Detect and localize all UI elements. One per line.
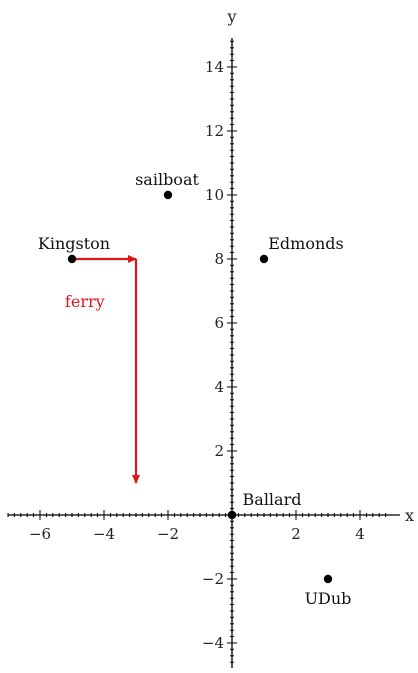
- y-tick-label: 6: [214, 314, 224, 332]
- y-tick-label: 8: [214, 250, 224, 268]
- point-marker: [227, 510, 237, 520]
- y-tick-label: −4: [202, 634, 224, 652]
- x-tick-label: 4: [355, 525, 365, 543]
- y-axis-label: y: [226, 7, 236, 26]
- x-tick-label: −2: [157, 525, 179, 543]
- y-tick-label: 14: [205, 58, 224, 76]
- point-label: Edmonds: [268, 234, 343, 253]
- y-tick-label: −2: [202, 570, 224, 588]
- point-marker: [259, 254, 269, 264]
- ferry-route: [72, 255, 140, 484]
- y-tick-label: 10: [205, 186, 224, 204]
- point-label: sailboat: [135, 170, 199, 189]
- y-tick-label: 2: [214, 442, 224, 460]
- point-marker: [323, 574, 333, 584]
- point-label: UDub: [305, 589, 352, 608]
- point-marker: [67, 254, 77, 264]
- ferry-label: ferry: [65, 292, 105, 311]
- x-tick-label: −6: [29, 525, 51, 543]
- x-axis-label: x: [405, 506, 414, 525]
- ticks: −6 −4 −2 2 4 −4 −2 2 4 6 8 10 12 14: [7, 40, 387, 663]
- point-marker: [163, 190, 173, 200]
- x-tick-label: −4: [93, 525, 115, 543]
- y-tick-label: 12: [205, 122, 224, 140]
- x-tick-label: 2: [291, 525, 301, 543]
- point-label: Kingston: [38, 234, 110, 253]
- y-tick-label: 4: [214, 378, 224, 396]
- points: sailboat Kingston Edmonds Ballard UDub: [38, 170, 352, 608]
- point-label: Ballard: [243, 490, 302, 509]
